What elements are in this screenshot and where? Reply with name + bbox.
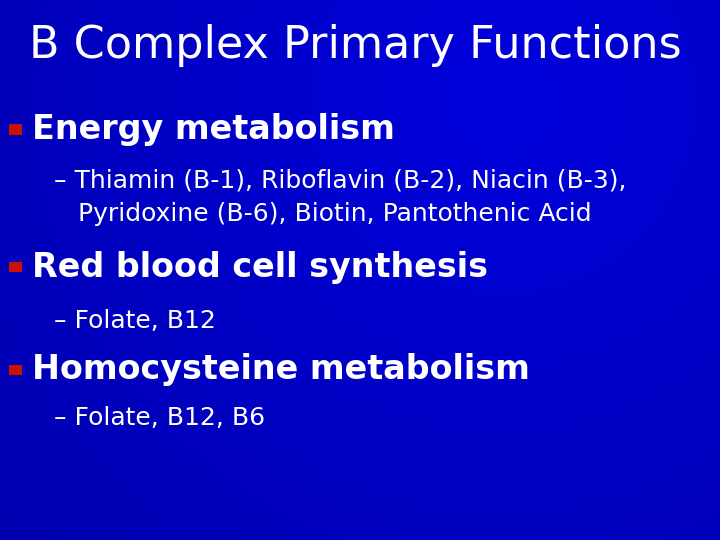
Text: Homocysteine metabolism: Homocysteine metabolism: [32, 353, 530, 387]
FancyBboxPatch shape: [9, 125, 22, 134]
Text: – Folate, B12, B6: – Folate, B12, B6: [54, 407, 265, 430]
Text: – Folate, B12: – Folate, B12: [54, 309, 216, 333]
Text: Energy metabolism: Energy metabolism: [32, 113, 395, 146]
FancyBboxPatch shape: [9, 365, 22, 375]
Text: B Complex Primary Functions: B Complex Primary Functions: [29, 24, 681, 68]
FancyBboxPatch shape: [9, 262, 22, 272]
Text: – Thiamin (B-1), Riboflavin (B-2), Niacin (B-3),
   Pyridoxine (B-6), Biotin, Pa: – Thiamin (B-1), Riboflavin (B-2), Niaci…: [54, 168, 626, 226]
Text: Red blood cell synthesis: Red blood cell synthesis: [32, 251, 488, 284]
